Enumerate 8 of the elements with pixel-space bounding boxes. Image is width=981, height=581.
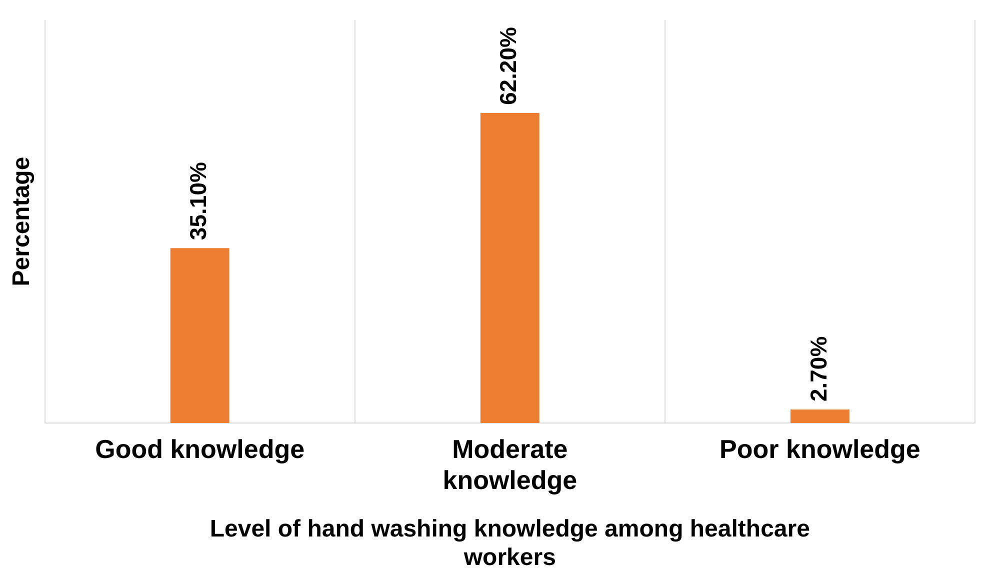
x-tick-label: Poor knowledge bbox=[720, 434, 920, 464]
data-label: 35.10% bbox=[185, 162, 212, 240]
x-tick-label: Good knowledge bbox=[95, 434, 305, 464]
data-label: 62.20% bbox=[495, 26, 522, 105]
x-axis-title: Level of hand washing knowledge among healthcare workers bbox=[210, 515, 810, 572]
x-tick-label: Moderate knowledge bbox=[442, 434, 578, 495]
y-axis-title: Percentage bbox=[8, 156, 36, 286]
data-label: 2.70% bbox=[805, 336, 832, 402]
